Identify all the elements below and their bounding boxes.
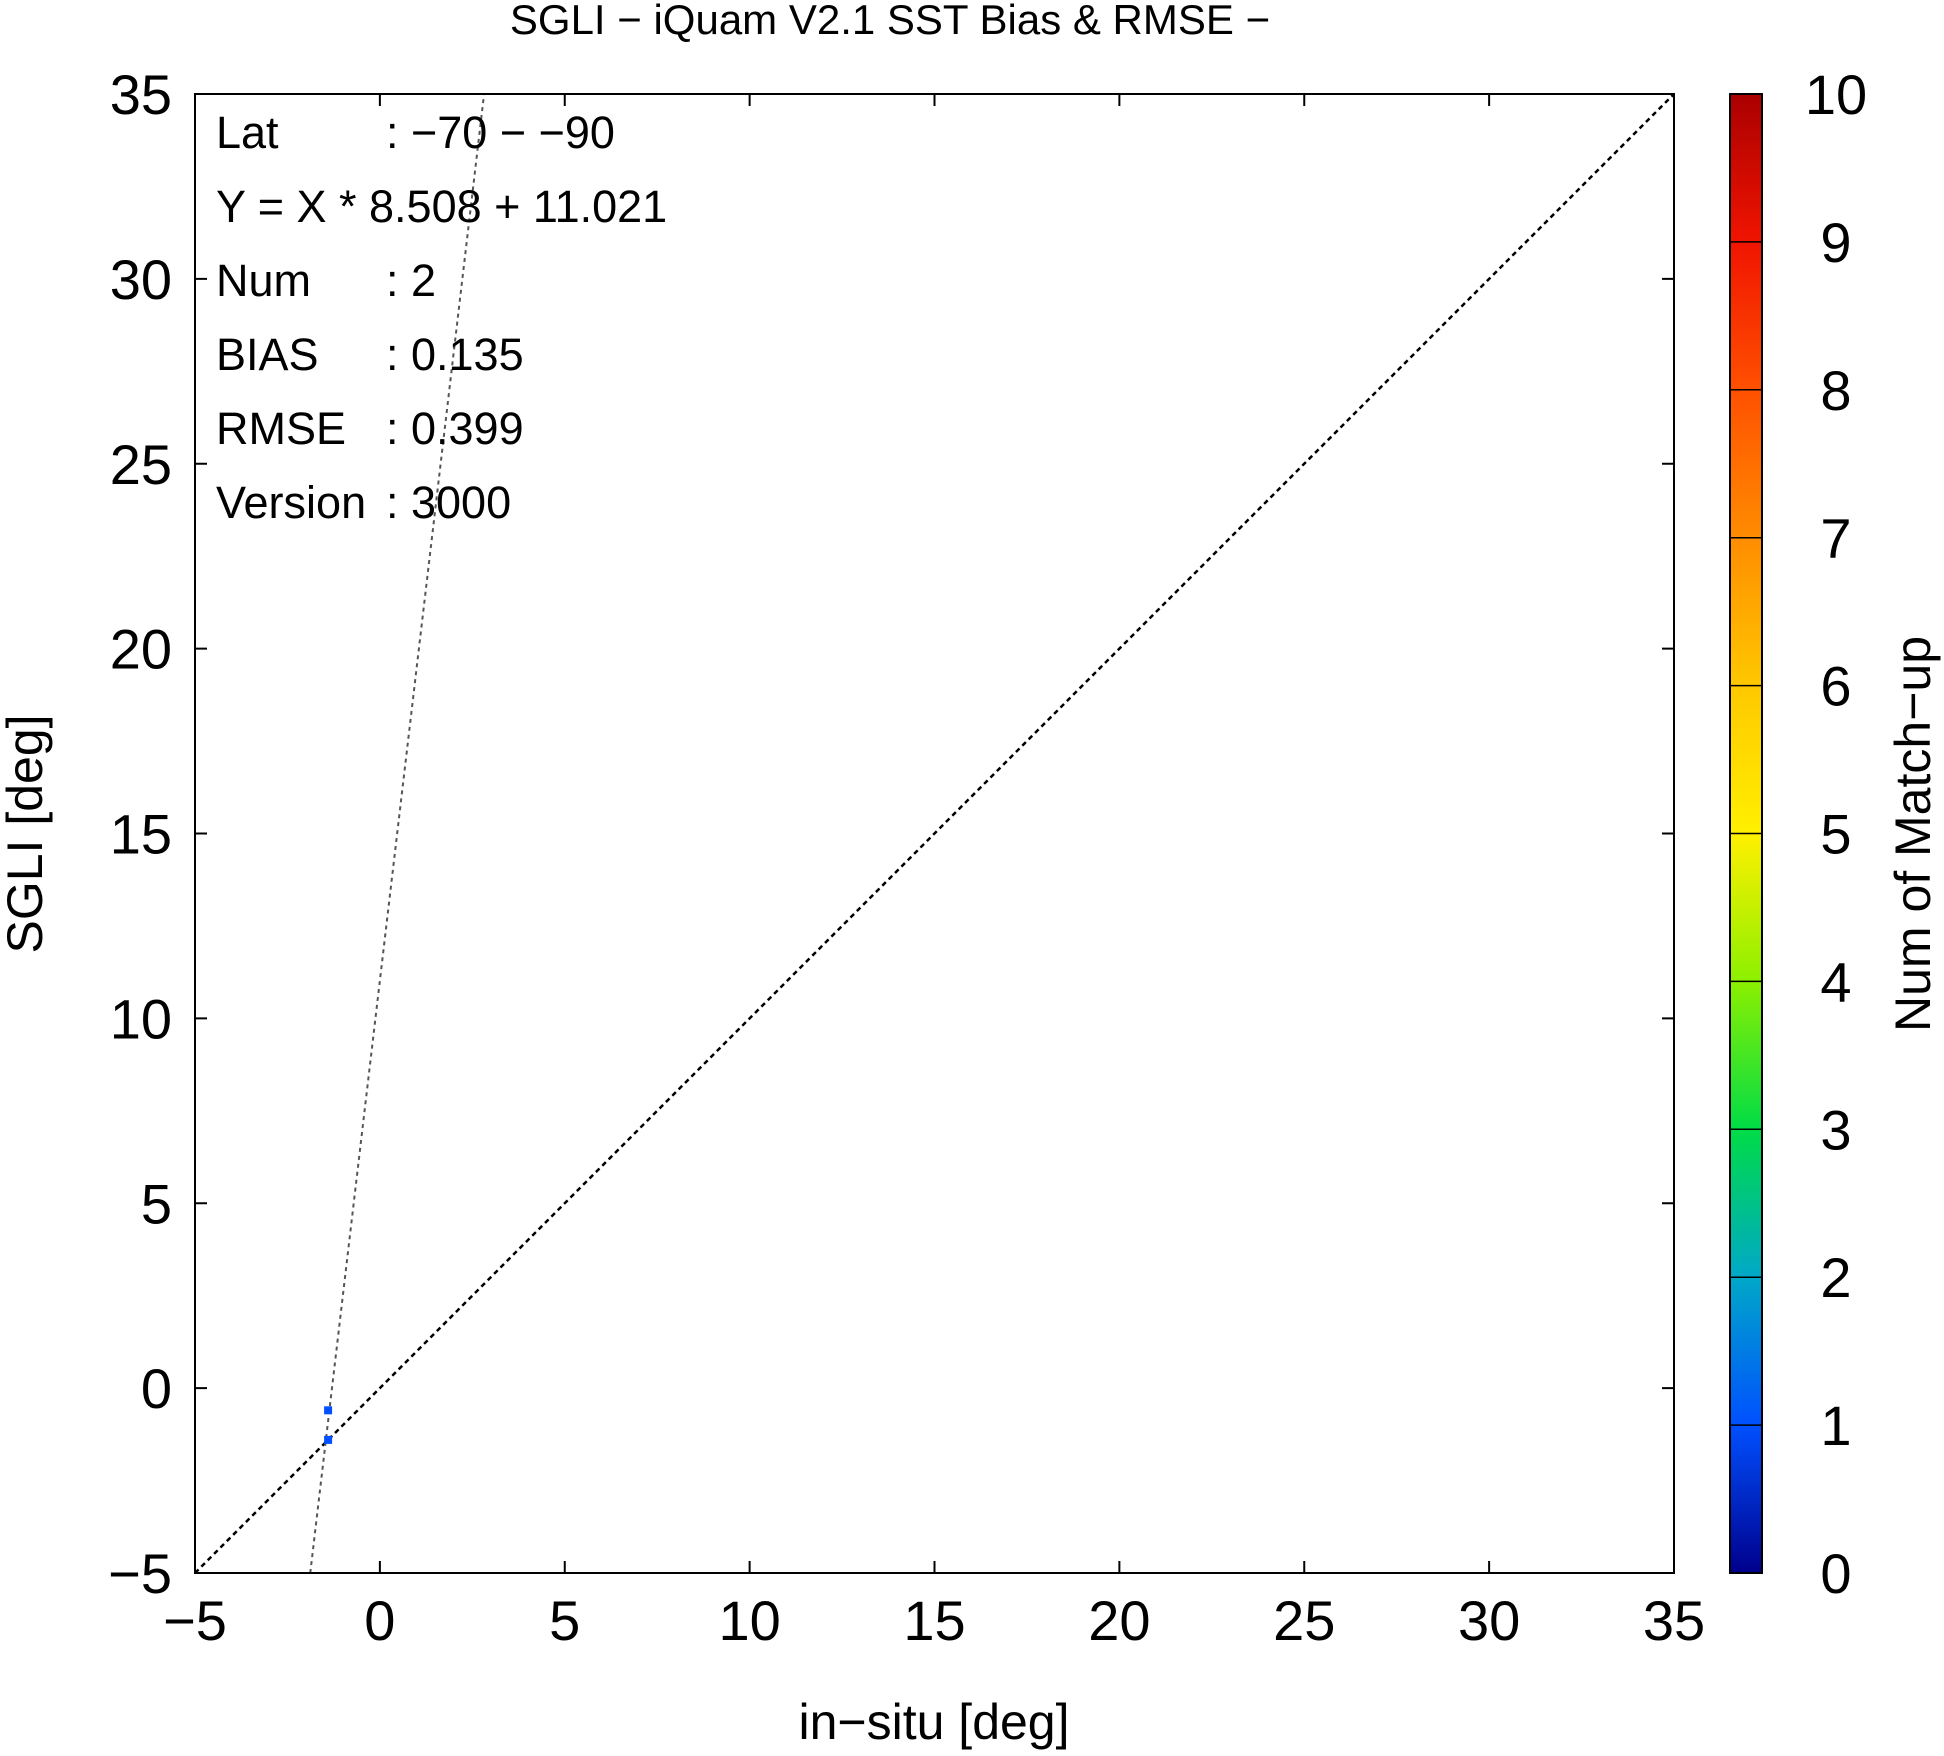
colorbar-label: Num of Match−up bbox=[1885, 636, 1941, 1032]
x-tick-label: 0 bbox=[364, 1589, 395, 1652]
colorbar-tick-label: 6 bbox=[1820, 655, 1851, 718]
x-tick-label: 10 bbox=[718, 1589, 780, 1652]
data-point bbox=[324, 1435, 333, 1444]
stats-label: BIAS bbox=[216, 329, 319, 380]
y-tick-label: 25 bbox=[110, 433, 172, 496]
y-tick-label: 0 bbox=[141, 1357, 172, 1420]
colorbar-tick-label: 5 bbox=[1820, 803, 1851, 866]
x-axis-ticks: −5 0 5 10 15 20 25 30 35 bbox=[163, 94, 1705, 1652]
colorbar-tick-label: 3 bbox=[1820, 1098, 1851, 1161]
y-tick-label: 30 bbox=[110, 248, 172, 311]
x-axis-label: in−situ [deg] bbox=[798, 1694, 1069, 1750]
x-tick-label: 35 bbox=[1643, 1589, 1705, 1652]
x-tick-label: 15 bbox=[903, 1589, 965, 1652]
stats-label: RMSE bbox=[216, 403, 346, 454]
x-tick-label: 25 bbox=[1273, 1589, 1335, 1652]
y-axis-ticks: −5 0 5 10 15 20 25 30 35 bbox=[108, 63, 1674, 1605]
colorbar-tick-label: 0 bbox=[1820, 1542, 1851, 1605]
stats-label: Version bbox=[216, 477, 366, 528]
chart-title: SGLI − iQuam V2.1 SST Bias & RMSE − bbox=[510, 0, 1270, 43]
y-tick-label: 35 bbox=[110, 63, 172, 126]
colorbar-tick-label: 1 bbox=[1820, 1394, 1851, 1457]
x-tick-label: 30 bbox=[1458, 1589, 1520, 1652]
stats-value: : 3000 bbox=[386, 477, 511, 528]
x-tick-label: −5 bbox=[163, 1589, 227, 1652]
stats-value: : 0.135 bbox=[386, 329, 524, 380]
stats-value: : 2 bbox=[386, 255, 436, 306]
y-tick-label: 5 bbox=[141, 1172, 172, 1235]
colorbar-tick-label: 8 bbox=[1820, 359, 1851, 422]
x-tick-label: 20 bbox=[1088, 1589, 1150, 1652]
y-tick-label: 15 bbox=[110, 803, 172, 866]
stats-value: : −70 − −90 bbox=[386, 107, 615, 158]
y-tick-label: 10 bbox=[110, 987, 172, 1050]
data-point bbox=[324, 1406, 333, 1415]
regression-line bbox=[309, 93, 486, 1574]
plot-marks bbox=[194, 93, 1675, 1574]
colorbar-tick-label: 4 bbox=[1820, 950, 1851, 1013]
colorbar-tick-label: 7 bbox=[1820, 507, 1851, 570]
stats-label: Num bbox=[216, 255, 311, 306]
identity-line bbox=[194, 93, 1675, 1574]
y-axis-label: SGLI [deg] bbox=[0, 714, 53, 953]
y-tick-label: −5 bbox=[108, 1542, 172, 1605]
colorbar-ticks: 0 1 2 3 4 5 6 7 8 9 10 bbox=[1730, 63, 1867, 1605]
stats-value: : 0.399 bbox=[386, 403, 524, 454]
stats-block: Lat : −70 − −90 Y = X * 8.508 + 11.021 Num:… bbox=[216, 107, 667, 528]
x-tick-label: 5 bbox=[549, 1589, 580, 1652]
colorbar-tick-label: 10 bbox=[1805, 63, 1867, 126]
stats-label: Y = X * 8.508 + 11.021 bbox=[216, 181, 667, 232]
colorbar: 0 1 2 3 4 5 6 7 8 9 10 Num of Match−up bbox=[1729, 63, 1941, 1605]
stats-label: Lat bbox=[216, 107, 279, 158]
colorbar-tick-label: 2 bbox=[1820, 1246, 1851, 1309]
y-tick-label: 20 bbox=[110, 618, 172, 681]
colorbar-tick-label: 9 bbox=[1820, 211, 1851, 274]
